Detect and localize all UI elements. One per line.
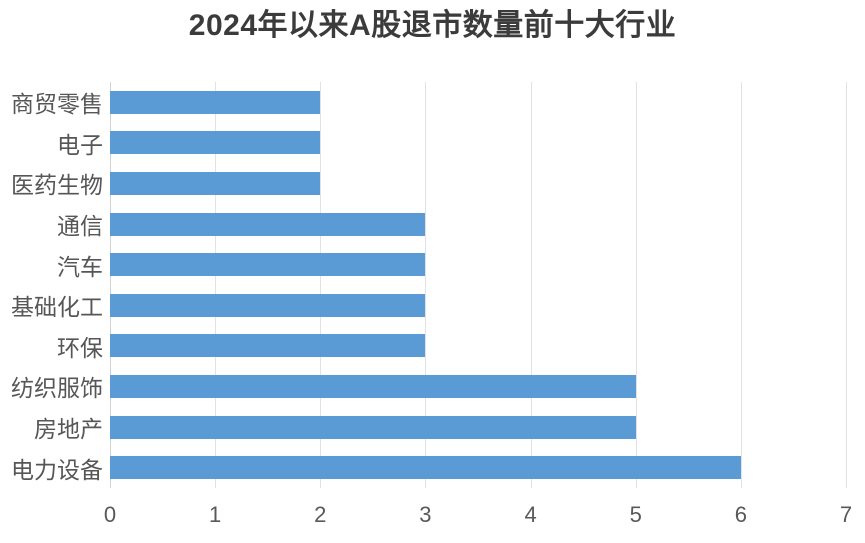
plot-area <box>110 82 847 488</box>
x-tick-label: 6 <box>734 502 747 527</box>
category-label: 电力设备 <box>11 456 103 483</box>
category-label: 基础化工 <box>11 294 103 321</box>
category-label: 医药生物 <box>11 172 103 199</box>
bar <box>110 293 426 317</box>
category-label: 纺织服饰 <box>11 375 103 402</box>
gridline <box>215 82 217 488</box>
x-tick-label: 5 <box>629 502 642 527</box>
x-tick-label: 4 <box>524 502 537 527</box>
x-tick-label: 0 <box>103 502 117 527</box>
bar <box>110 90 321 114</box>
x-tick-label: 1 <box>209 502 222 527</box>
x-tick-label: 7 <box>839 502 853 527</box>
bar <box>110 334 426 358</box>
x-tick-label: 2 <box>314 502 327 527</box>
gridline <box>425 82 427 488</box>
category-label: 通信 <box>57 213 103 240</box>
x-axis: 0 1 2 3 4 5 6 7 <box>104 502 852 530</box>
category-label: 汽车 <box>57 253 103 280</box>
bar <box>110 172 321 195</box>
bar <box>110 212 426 236</box>
category-label: 商贸零售 <box>11 91 103 118</box>
value-axis-line <box>110 82 111 488</box>
gridline <box>740 82 742 488</box>
gridline <box>530 82 532 488</box>
category-label: 房地产 <box>34 416 103 443</box>
bar <box>110 375 636 398</box>
bar <box>110 415 636 439</box>
bar <box>110 253 426 277</box>
gridline <box>846 82 847 488</box>
bar <box>110 456 741 480</box>
category-label: 电子 <box>57 131 103 158</box>
category-axis: 商贸零售电子医药生物通信汽车基础化工环保纺织服饰房地产电力设备 <box>0 82 103 488</box>
gridline <box>635 82 637 488</box>
chart-title: 2024年以来A股退市数量前十大行业 <box>188 9 677 42</box>
category-label: 环保 <box>57 334 103 361</box>
gridline <box>320 82 322 488</box>
bar <box>110 131 321 155</box>
x-tick-label: 3 <box>419 502 432 527</box>
